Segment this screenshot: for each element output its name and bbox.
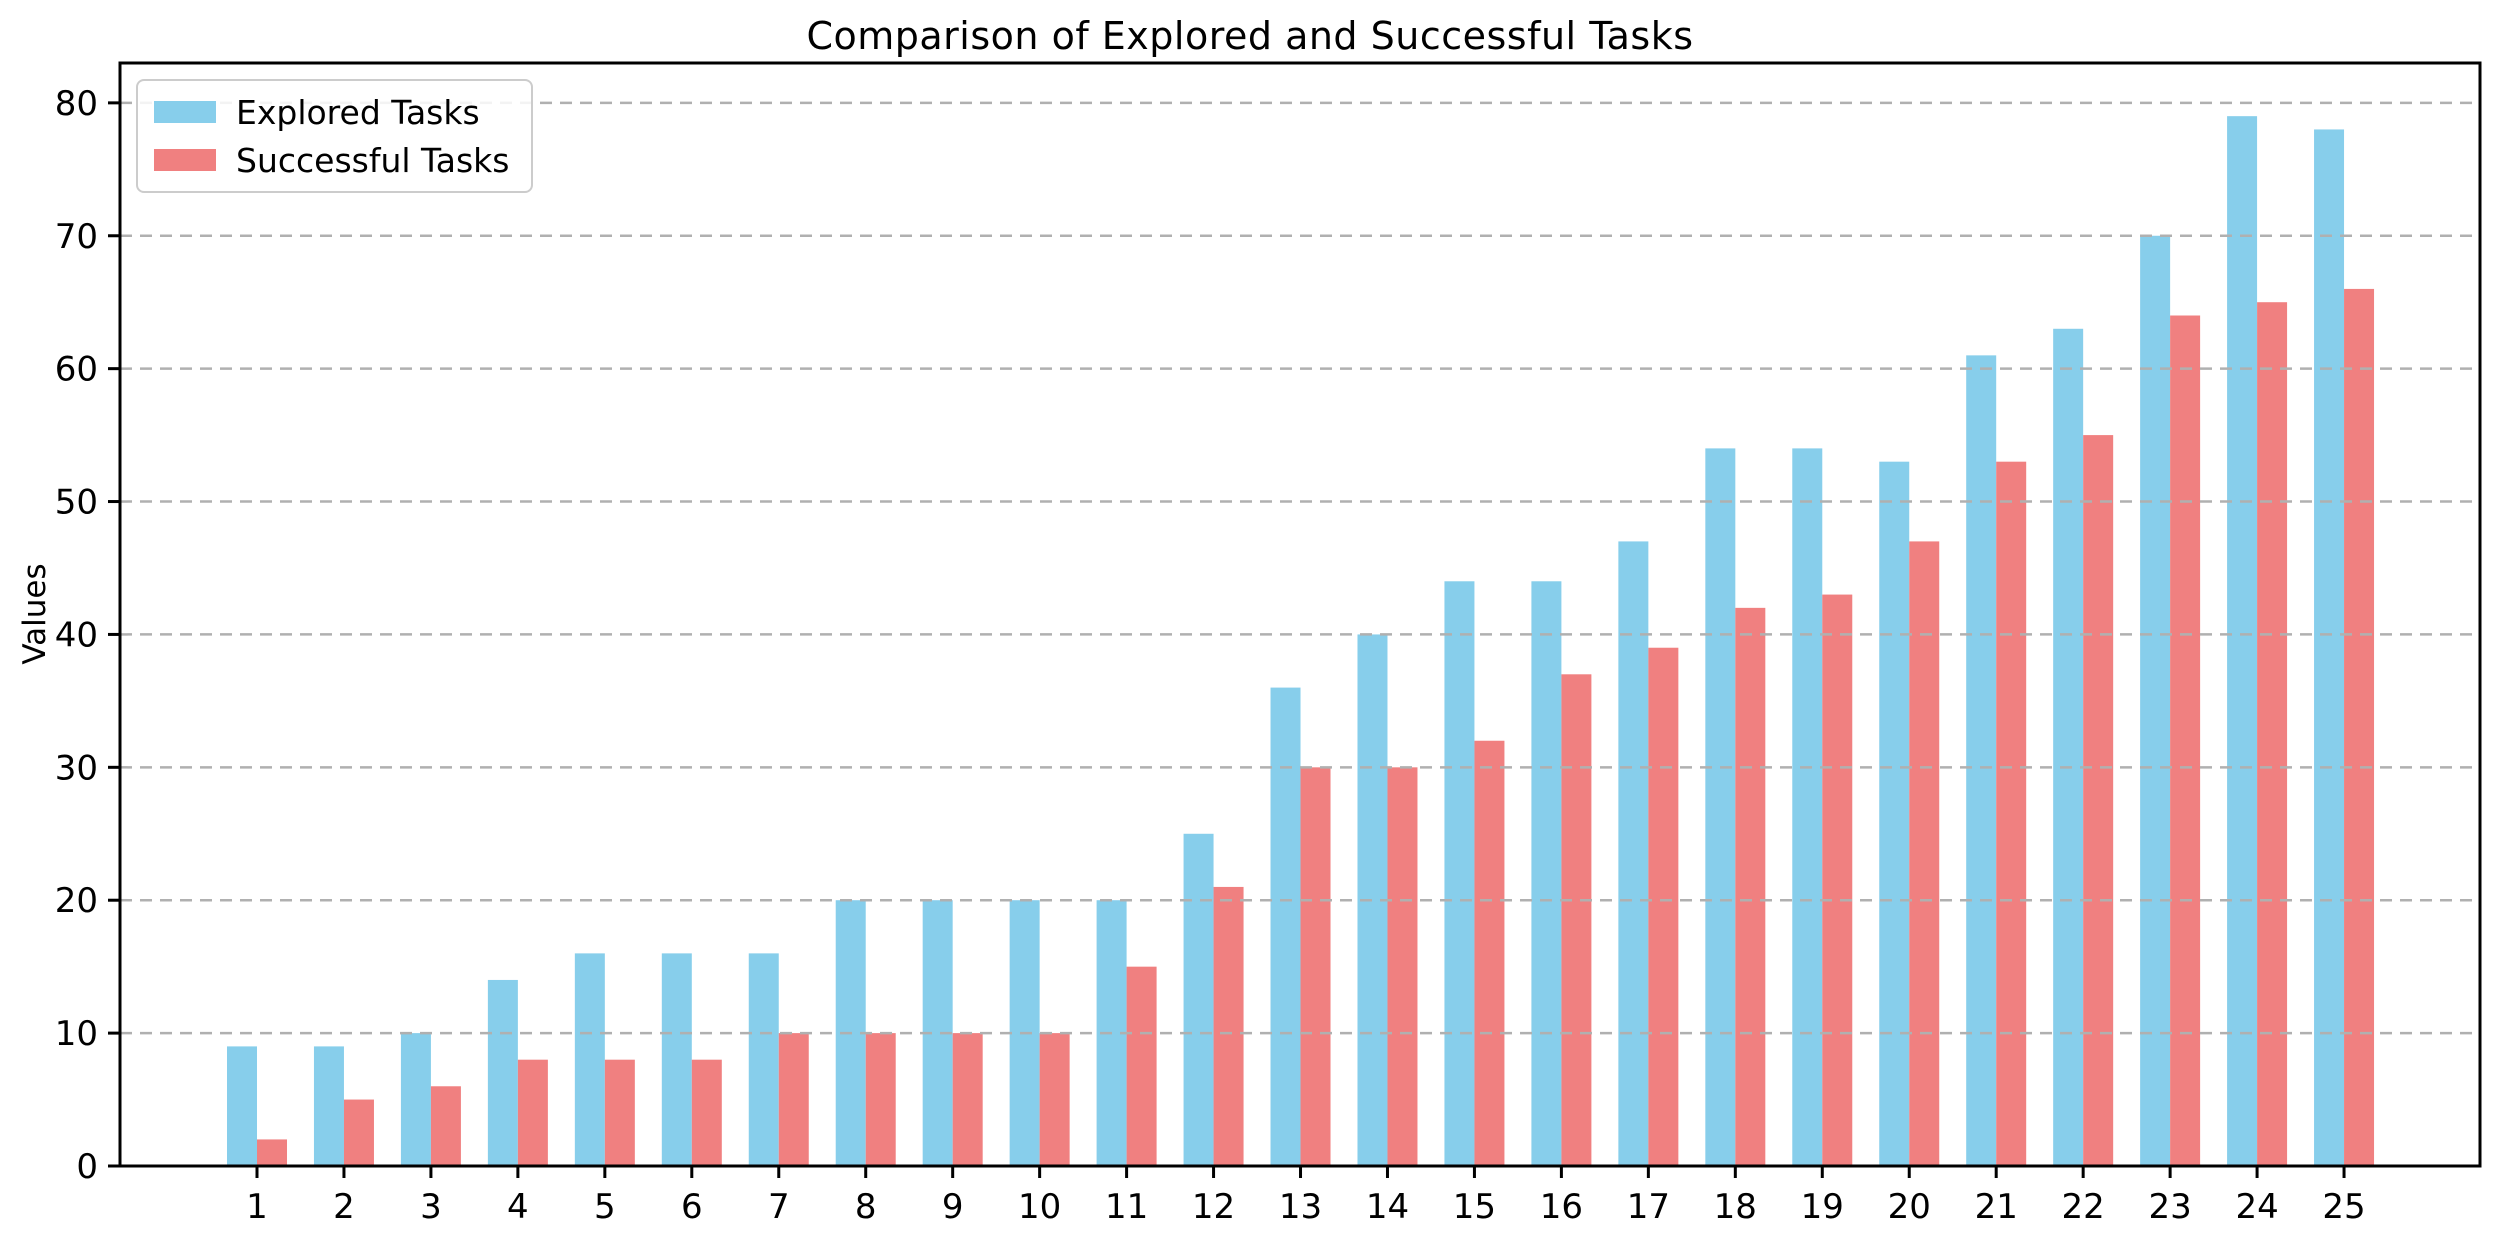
legend-label-successful: Successful Tasks	[236, 140, 510, 180]
bar-successful-17	[1648, 647, 1679, 1166]
x-tick-label-4: 4	[507, 1187, 529, 1227]
bar-explored-1	[227, 1046, 257, 1166]
legend-label-explored: Explored Tasks	[236, 92, 480, 132]
legend-item-successful: Successful Tasks	[154, 139, 509, 181]
bar-explored-21	[1966, 355, 1997, 1166]
x-tick-label-11: 11	[1105, 1187, 1148, 1227]
x-tick-label-9: 9	[942, 1187, 964, 1227]
x-tick-label-20: 20	[1888, 1187, 1931, 1227]
y-axis-title: Values	[17, 563, 53, 665]
bar-explored-13	[1270, 687, 1301, 1166]
legend-swatch-successful-icon	[154, 149, 216, 171]
y-tick-label-60: 60	[55, 350, 98, 390]
y-tick-label-50: 50	[55, 483, 98, 523]
x-tick-label-15: 15	[1453, 1187, 1496, 1227]
bar-successful-23	[2170, 315, 2201, 1166]
bar-successful-24	[2257, 302, 2288, 1166]
legend-item-explored: Explored Tasks	[154, 91, 509, 133]
bar-successful-12	[1213, 886, 1244, 1166]
legend-swatch-explored-icon	[154, 101, 216, 123]
bar-successful-9	[952, 1033, 983, 1166]
bar-successful-14	[1387, 767, 1418, 1166]
bar-successful-7	[778, 1033, 809, 1166]
y-tick-label-20: 20	[55, 881, 98, 921]
x-tick-label-8: 8	[855, 1187, 877, 1227]
x-tick-label-2: 2	[333, 1187, 355, 1227]
bar-successful-6	[691, 1059, 722, 1166]
bar-explored-3	[400, 1033, 431, 1166]
bar-successful-13	[1300, 767, 1331, 1166]
bar-successful-25	[2344, 288, 2375, 1166]
bar-explored-17	[1618, 541, 1649, 1166]
x-tick-label-7: 7	[768, 1187, 790, 1227]
bar-explored-20	[1879, 461, 1910, 1167]
bars-group	[227, 116, 2375, 1167]
x-tick-label-16: 16	[1540, 1187, 1583, 1227]
bar-explored-18	[1705, 448, 1736, 1167]
bar-successful-4	[517, 1059, 548, 1166]
bar-explored-23	[2140, 235, 2171, 1166]
bar-successful-16	[1561, 674, 1592, 1166]
y-tick-label-80: 80	[55, 84, 98, 124]
x-tick-label-10: 10	[1018, 1187, 1061, 1227]
x-tick-label-24: 24	[2235, 1187, 2278, 1227]
bar-successful-2	[343, 1099, 374, 1166]
x-tick-label-18: 18	[1714, 1187, 1757, 1227]
x-tick-label-1: 1	[246, 1187, 268, 1227]
bar-explored-7	[748, 953, 779, 1166]
chart-title: Comparison of Explored and Successful Ta…	[806, 14, 1694, 58]
bar-successful-10	[1039, 1033, 1070, 1166]
x-tick-label-5: 5	[594, 1187, 616, 1227]
x-tick-label-25: 25	[2322, 1187, 2365, 1227]
bar-explored-2	[313, 1046, 344, 1166]
bar-explored-25	[2314, 129, 2345, 1166]
x-tick-label-6: 6	[681, 1187, 703, 1227]
bar-successful-1	[257, 1139, 287, 1166]
bar-successful-15	[1474, 740, 1505, 1166]
y-tick-label-30: 30	[55, 748, 98, 788]
gridlines-group	[120, 101, 2480, 1035]
y-tick-label-0: 0	[76, 1147, 98, 1187]
bar-successful-18	[1735, 607, 1766, 1166]
bar-explored-5	[574, 953, 605, 1166]
bar-successful-21	[1996, 461, 2027, 1167]
bar-explored-15	[1444, 581, 1475, 1166]
bar-successful-20	[1909, 541, 1940, 1166]
bar-explored-16	[1531, 581, 1562, 1166]
bar-successful-22	[2083, 435, 2114, 1166]
x-tick-label-23: 23	[2148, 1187, 2191, 1227]
bar-successful-19	[1822, 594, 1853, 1166]
bar-explored-19	[1792, 448, 1823, 1167]
x-tick-label-22: 22	[2062, 1187, 2105, 1227]
bar-explored-12	[1183, 833, 1214, 1166]
x-tick-label-13: 13	[1279, 1187, 1322, 1227]
bar-successful-8	[865, 1033, 896, 1166]
bar-explored-6	[661, 953, 692, 1166]
x-tick-label-19: 19	[1801, 1187, 1844, 1227]
bar-explored-24	[2227, 116, 2258, 1167]
bar-explored-4	[487, 979, 518, 1166]
y-tick-label-40: 40	[55, 615, 98, 655]
x-tick-label-17: 17	[1627, 1187, 1670, 1227]
y-tick-label-10: 10	[55, 1014, 98, 1054]
bar-successful-3	[430, 1086, 461, 1166]
bar-successful-11	[1126, 966, 1157, 1166]
y-tick-label-70: 70	[55, 217, 98, 257]
legend: Explored Tasks Successful Tasks	[136, 79, 534, 193]
x-tick-label-3: 3	[420, 1187, 442, 1227]
x-tick-label-21: 21	[1975, 1187, 2018, 1227]
bar-successful-5	[604, 1059, 635, 1166]
x-tick-label-14: 14	[1366, 1187, 1409, 1227]
x-axis-ticks-group: 1 2 3 4 5 6 7 8 9 10 11 12 13 14 15 16 17 18 19 20 21 22 23 24 2…	[246, 1166, 2366, 1227]
x-tick-label-12: 12	[1192, 1187, 1235, 1227]
y-axis-ticks-group: 0 10 20 30 40 50 60 70 80	[55, 84, 120, 1187]
bar-explored-22	[2053, 328, 2084, 1166]
